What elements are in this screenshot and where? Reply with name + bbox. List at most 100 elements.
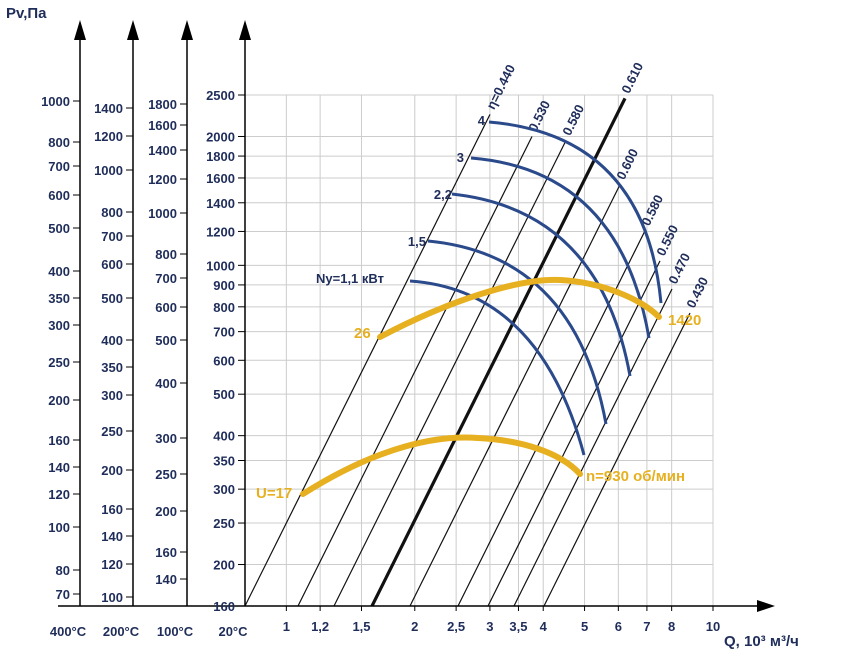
efficiency-line bbox=[244, 114, 491, 607]
x-tick-label: 8 bbox=[668, 619, 675, 634]
efficiency-label: 0.580 bbox=[559, 102, 587, 138]
efficiency-line bbox=[370, 97, 627, 607]
efficiency-label: 0.430 bbox=[683, 275, 711, 311]
x-axis-label: Q, 10³ м³/ч bbox=[724, 633, 799, 650]
power-curve bbox=[470, 156, 651, 339]
power-label: 3 bbox=[457, 150, 464, 165]
y-tick-label: 500 bbox=[155, 333, 177, 348]
y-tick-label: 120 bbox=[48, 487, 70, 502]
y-tick-label: 350 bbox=[213, 453, 235, 468]
y-tick-label: 200 bbox=[213, 558, 235, 573]
y-tick-label: 100 bbox=[101, 590, 123, 605]
y-tick-label: 700 bbox=[213, 325, 235, 340]
y-tick-label: 160 bbox=[213, 599, 235, 614]
y-tick-label: 800 bbox=[155, 247, 177, 262]
y-tick-label: 70 bbox=[56, 587, 70, 602]
y-tick-label: 800 bbox=[101, 205, 123, 220]
y-tick-label: 300 bbox=[48, 318, 70, 333]
y-tick-label: 350 bbox=[48, 291, 70, 306]
y-axis-arrow bbox=[239, 20, 251, 40]
y-tick-label: 250 bbox=[155, 467, 177, 482]
y-tick-label: 1800 bbox=[206, 149, 235, 164]
y-tick-label: 1200 bbox=[206, 224, 235, 239]
power-label: 1,5 bbox=[408, 234, 426, 249]
y-tick-label: 140 bbox=[155, 572, 177, 587]
y-tick-label: 800 bbox=[48, 135, 70, 150]
x-tick-label: 3 bbox=[486, 619, 493, 634]
power-label: Ny=1,1 кВт bbox=[316, 271, 384, 286]
axes: 1 1,2 1,5 2 2,5 3 3,5 4 5 6 7 8 10100080070060050040… bbox=[41, 20, 775, 639]
y-tick-label: 600 bbox=[155, 300, 177, 315]
efficiency-line bbox=[487, 260, 661, 607]
y-tick-label: 900 bbox=[213, 278, 235, 293]
y-tick-label: 500 bbox=[48, 221, 70, 236]
efficiency-line bbox=[457, 230, 646, 607]
power-curves: Ny=1,1 кВт 1,5 2,2 3 4 bbox=[316, 113, 663, 456]
y-tick-label: 350 bbox=[101, 360, 123, 375]
y-tick-label: 100 bbox=[48, 520, 70, 535]
y-tick-label: 1400 bbox=[148, 143, 177, 158]
efficiency-label: 0.550 bbox=[653, 222, 681, 258]
x-tick-label: 6 bbox=[615, 619, 622, 634]
y-tick-label: 1800 bbox=[148, 97, 177, 112]
y-tick-label: 250 bbox=[48, 355, 70, 370]
y-tick-label: 160 bbox=[48, 433, 70, 448]
efficiency-line bbox=[297, 136, 533, 607]
y-tick-label: 1000 bbox=[206, 258, 235, 273]
x-tick-label: 7 bbox=[643, 619, 650, 634]
y-tick-label: 250 bbox=[213, 516, 235, 531]
y-tick-label: 1200 bbox=[148, 172, 177, 187]
temperature-label: 100°C bbox=[157, 624, 194, 639]
efficiency-line bbox=[333, 140, 567, 607]
y-tick-label: 500 bbox=[101, 291, 123, 306]
efficiency-label: η=0.440 bbox=[483, 62, 518, 112]
y-axis-arrow bbox=[74, 20, 86, 40]
power-curve bbox=[488, 120, 663, 304]
y-tick-label: 200 bbox=[101, 463, 123, 478]
x-tick-label: 5 bbox=[581, 619, 588, 634]
speed-label-left: U=17 bbox=[256, 485, 292, 502]
power-label: 2,2 bbox=[434, 187, 452, 202]
y-axis-arrow bbox=[127, 20, 139, 40]
efficiency-label: 0.610 bbox=[618, 60, 646, 96]
y-tick-label: 1400 bbox=[206, 196, 235, 211]
x-tick-label: 1,5 bbox=[352, 619, 370, 634]
y-tick-label: 140 bbox=[48, 460, 70, 475]
efficiency-label: 0.600 bbox=[613, 146, 641, 182]
y-tick-label: 80 bbox=[56, 563, 70, 578]
y-tick-label: 600 bbox=[213, 353, 235, 368]
temperature-label: 200°C bbox=[103, 624, 140, 639]
y-tick-label: 1200 bbox=[94, 129, 123, 144]
y-tick-label: 600 bbox=[48, 188, 70, 203]
y-tick-label: 400 bbox=[101, 333, 123, 348]
efficiency-line bbox=[543, 312, 691, 607]
y-tick-label: 1400 bbox=[94, 101, 123, 116]
y-tick-label: 120 bbox=[101, 557, 123, 572]
x-tick-label: 3,5 bbox=[509, 619, 527, 634]
y-tick-label: 200 bbox=[155, 504, 177, 519]
x-tick-label: 1 bbox=[283, 619, 290, 634]
y-tick-label: 160 bbox=[155, 545, 177, 560]
y-axis-arrow bbox=[181, 20, 193, 40]
power-curve bbox=[427, 239, 608, 425]
speed-label-left: 26 bbox=[354, 325, 371, 342]
y-tick-label: 700 bbox=[155, 271, 177, 286]
speed-curve bbox=[377, 276, 662, 340]
power-curve bbox=[451, 192, 632, 377]
x-tick-label: 1,2 bbox=[311, 619, 329, 634]
y-tick-label: 140 bbox=[101, 529, 123, 544]
y-axis-label: Pv,Па bbox=[6, 5, 47, 22]
power-curve bbox=[409, 279, 586, 456]
x-axis-arrow bbox=[757, 600, 775, 612]
speed-label-right: n=930 об/мин bbox=[586, 468, 685, 485]
y-tick-label: 300 bbox=[213, 482, 235, 497]
y-tick-label: 2000 bbox=[206, 129, 235, 144]
y-tick-label: 2500 bbox=[206, 88, 235, 103]
y-tick-label: 500 bbox=[213, 387, 235, 402]
temperature-label: 20°C bbox=[218, 624, 248, 639]
x-tick-label: 2,5 bbox=[447, 619, 465, 634]
x-tick-label: 2 bbox=[411, 619, 418, 634]
y-tick-label: 400 bbox=[213, 429, 235, 444]
